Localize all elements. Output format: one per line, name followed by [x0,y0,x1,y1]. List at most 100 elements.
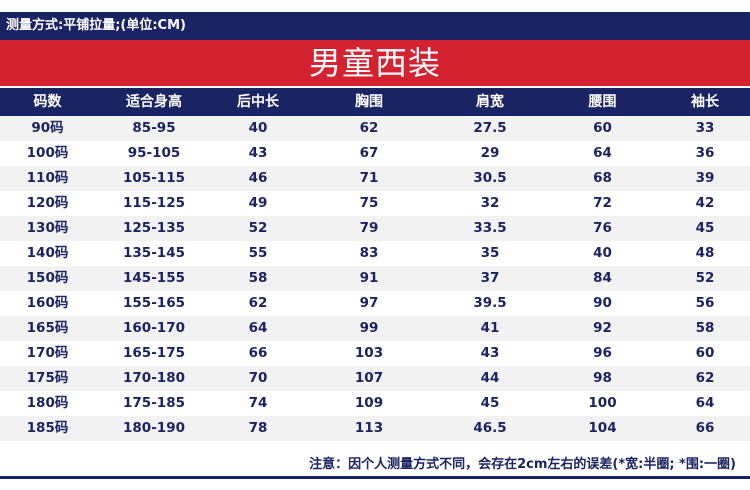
table-cell: 180-190 [123,420,185,436]
table-cell: 52 [695,270,715,286]
table-cell: 170-180 [123,370,185,386]
table-cell: 67 [359,145,379,161]
table-cell: 56 [695,295,715,311]
table-cell: 175码 [26,370,69,386]
table-cell: 27.5 [473,120,507,136]
table-row: 90码 85-95 40 62 27.5 60 33 [0,116,750,141]
table-cell: 32 [480,195,500,211]
table-cell: 97 [359,295,379,311]
table-cell: 52 [248,220,268,236]
table-cell: 135-145 [123,245,185,261]
page-title: 男童西装 [0,40,750,86]
table-cell: 155-165 [123,295,185,311]
table-cell: 68 [593,170,612,186]
table-cell: 71 [359,170,379,186]
table-cell: 96 [593,345,612,361]
table-cell: 40 [593,245,612,261]
table-cell: 84 [593,270,612,286]
table-cell: 100码 [26,145,69,161]
table-cell: 85-95 [132,120,176,136]
table-cell: 170码 [26,345,69,361]
table-cell: 37 [480,270,500,286]
table-cell: 29 [480,145,500,161]
table-cell: 45 [480,395,500,411]
table-cell: 180码 [26,395,69,411]
table-cell: 90 [593,295,612,311]
table-row: 100码 95-105 43 67 29 64 36 [0,141,750,166]
table-row: 180码 175-185 74 109 45 100 64 [0,391,750,416]
table-cell: 145-155 [123,270,185,286]
table-row: 165码 160-170 64 99 41 92 58 [0,316,750,341]
table-cell: 36 [695,145,715,161]
table-cell: 104 [588,420,617,436]
table-cell: 64 [248,320,268,336]
table-cell: 46.5 [473,420,507,436]
table-cell: 150码 [26,270,69,286]
table-cell: 175-185 [123,395,185,411]
table-cell: 48 [695,245,715,261]
table-cell: 58 [248,270,268,286]
table-cell: 78 [248,420,268,436]
table-cell: 43 [480,345,500,361]
table-cell: 44 [480,370,500,386]
table-row: 150码 145-155 58 91 37 84 52 [0,266,750,291]
table-cell: 75 [359,195,379,211]
table-cell: 43 [248,145,268,161]
table-cell: 160码 [26,295,69,311]
table-cell: 103 [354,345,384,361]
measurement-method-bar: 测量方式:平铺拉量;(单位:CM) [0,12,750,40]
table-cell: 39.5 [473,295,507,311]
table-cell: 64 [593,145,612,161]
table-cell: 66 [695,420,715,436]
table-cell: 41 [480,320,500,336]
table-row: 130码 125-135 52 79 33.5 76 45 [0,216,750,241]
table-cell: 165-175 [123,345,185,361]
table-cell: 109 [354,395,384,411]
table-cell: 45 [695,220,715,236]
table-cell: 74 [248,395,268,411]
table-cell: 62 [695,370,715,386]
table-cell: 62 [359,120,379,136]
table-cell: 49 [248,195,268,211]
table-row: 160码 155-165 62 97 39.5 90 56 [0,291,750,316]
table-cell: 90码 [31,120,64,136]
table-cell: 120码 [26,195,69,211]
table-cell: 40 [248,120,268,136]
table-cell: 30.5 [473,170,507,186]
table-cell: 140码 [26,245,69,261]
measurement-note: 注意：因个人测量方式不同，会存在2cm左右的误差(*宽:半圈; *围:一圈) [309,457,736,472]
table-header-row: 码数 适合身高 后中长 胸围 肩宽 腰围 袖长 [0,88,750,116]
header-shoulder: 肩宽 [476,94,504,110]
table-row: 140码 135-145 55 83 35 40 48 [0,241,750,266]
table-cell: 83 [359,245,379,261]
header-chest: 胸围 [355,94,383,110]
table-cell: 58 [695,320,715,336]
table-cell: 72 [593,195,612,211]
table-cell: 60 [593,120,612,136]
header-waist: 腰围 [588,94,617,110]
table-cell: 160-170 [123,320,185,336]
table-cell: 76 [593,220,612,236]
table-cell: 66 [248,345,268,361]
header-sleeve: 袖长 [691,94,719,110]
measurement-method-text: 测量方式:平铺拉量;(单位:CM) [6,18,186,33]
table-cell: 60 [695,345,715,361]
table-cell: 62 [248,295,268,311]
table-row: 120码 115-125 49 75 32 72 42 [0,191,750,216]
table-cell: 79 [359,220,379,236]
bottom-divider [0,476,750,479]
table-cell: 55 [248,245,268,261]
table-cell: 33 [695,120,715,136]
table-cell: 42 [695,195,715,211]
table-cell: 98 [593,370,612,386]
table-cell: 92 [593,320,612,336]
table-cell: 115-125 [123,195,185,211]
table-cell: 99 [359,320,379,336]
table-cell: 95-105 [127,145,181,161]
header-height: 适合身高 [126,94,182,110]
size-table-body: 90码 85-95 40 62 27.5 60 33 100码 95-105 43 67 29 64 36… [0,116,750,441]
table-cell: 185码 [26,420,69,436]
table-cell: 130码 [26,220,69,236]
table-cell: 107 [354,370,384,386]
table-cell: 125-135 [123,220,185,236]
